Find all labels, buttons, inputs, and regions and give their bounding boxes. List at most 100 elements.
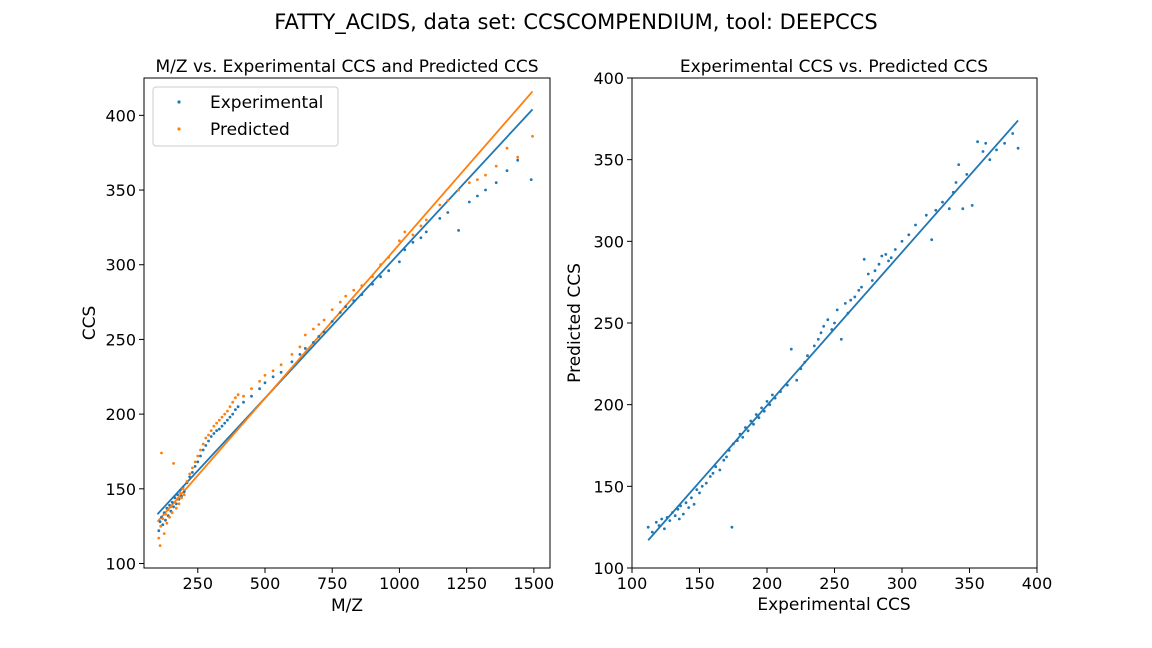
right-point-s0-73 bbox=[880, 254, 884, 258]
left-point-s0-19 bbox=[182, 490, 186, 494]
left-point-s1-56 bbox=[352, 288, 356, 292]
right-point-s0-50 bbox=[799, 367, 803, 371]
right-point-s0-14 bbox=[684, 501, 688, 505]
right-point-s0-82 bbox=[930, 238, 934, 242]
left-point-s1-25 bbox=[196, 454, 200, 458]
right-y-tick-label-3: 250 bbox=[593, 314, 624, 333]
left-point-s0-41 bbox=[250, 394, 253, 398]
right-point-s0-42 bbox=[765, 400, 769, 403]
right-x-tick-label-4: 300 bbox=[887, 574, 918, 593]
right-point-s0-59 bbox=[833, 321, 836, 325]
left-point-s1-32 bbox=[215, 421, 219, 425]
left-point-s0-5 bbox=[164, 518, 167, 522]
right-x-tick-label-1: 150 bbox=[684, 574, 715, 593]
left-point-s0-72 bbox=[505, 169, 509, 173]
right-point-s0-57 bbox=[826, 318, 830, 322]
left-point-s0-45 bbox=[279, 370, 283, 374]
right-point-s0-62 bbox=[843, 302, 847, 305]
left-x-tick-label-4: 1250 bbox=[446, 574, 487, 593]
left-point-s1-51 bbox=[317, 323, 321, 326]
left-point-s1-53 bbox=[330, 308, 334, 311]
left-point-s1-47 bbox=[290, 353, 294, 356]
right-point-s0-88 bbox=[957, 163, 961, 167]
right-point-s0-19 bbox=[698, 491, 701, 495]
left-point-s1-38 bbox=[231, 400, 235, 404]
right-point-s0-81 bbox=[924, 213, 928, 217]
left-point-s0-51 bbox=[322, 330, 326, 334]
right-point-s0-97 bbox=[1003, 141, 1006, 145]
right-point-s0-48 bbox=[789, 347, 793, 351]
figure-title: FATTY_ACIDS, data set: CCSCOMPENDIUM, to… bbox=[274, 10, 877, 35]
left-point-s0-47 bbox=[298, 353, 302, 356]
left-point-s0-0 bbox=[157, 529, 161, 533]
right-x-tick-label-6: 400 bbox=[1022, 574, 1053, 593]
right-point-s0-49 bbox=[795, 378, 799, 382]
right-point-s0-35 bbox=[746, 429, 750, 433]
left-y-tick-label-1: 150 bbox=[105, 480, 136, 499]
right-point-s0-58 bbox=[830, 328, 834, 331]
left-point-s0-63 bbox=[419, 236, 423, 240]
right-point-s0-16 bbox=[690, 496, 693, 500]
right-point-s0-26 bbox=[722, 458, 726, 462]
left-point-s0-65 bbox=[438, 217, 442, 220]
right-point-s0-53 bbox=[812, 344, 816, 348]
right-point-s0-98 bbox=[1011, 132, 1015, 135]
left-y-ticks: 100 150 200 250 300 350 400 bbox=[105, 106, 144, 574]
left-point-s1-67 bbox=[446, 199, 450, 202]
left-point-s1-14 bbox=[174, 506, 178, 510]
left-point-s1-11 bbox=[170, 511, 174, 515]
right-point-s0-12 bbox=[679, 504, 682, 508]
left-point-s1-54 bbox=[338, 300, 342, 304]
right-y-tick-label-1: 150 bbox=[593, 477, 624, 496]
left-point-s0-32 bbox=[217, 427, 221, 431]
right-point-s0-89 bbox=[961, 207, 965, 211]
left-point-s1-26 bbox=[199, 448, 202, 452]
right-point-s0-93 bbox=[981, 150, 985, 153]
left-y-tick-label-5: 350 bbox=[105, 181, 136, 200]
left-point-s0-37 bbox=[231, 412, 235, 416]
right-point-s0-67 bbox=[860, 285, 863, 289]
left-point-s1-73 bbox=[505, 146, 509, 150]
right-point-s0-90 bbox=[965, 173, 969, 176]
right-point-s0-46 bbox=[779, 390, 782, 393]
left-point-s1-21 bbox=[185, 480, 189, 483]
left-y-tick-label-4: 300 bbox=[105, 256, 136, 275]
left-point-s1-10 bbox=[169, 505, 173, 509]
left-point-s0-36 bbox=[228, 415, 232, 419]
right-point-s0-27 bbox=[725, 455, 728, 459]
left-x-ticks: 250 500 750 1000 1250 1500 bbox=[183, 568, 555, 593]
left-point-s0-48 bbox=[303, 347, 307, 350]
left-point-s1-9 bbox=[168, 515, 171, 519]
left-y-tick-label-0: 100 bbox=[105, 555, 136, 574]
right-point-s0-51 bbox=[803, 360, 807, 364]
right-point-s0-41 bbox=[762, 409, 766, 413]
right-point-s0-83 bbox=[934, 208, 938, 212]
left-x-tick-label-3: 1000 bbox=[379, 574, 420, 593]
left-point-s1-75 bbox=[531, 134, 534, 138]
left-point-s1-12 bbox=[172, 462, 176, 465]
left-point-s1-68 bbox=[457, 188, 460, 192]
right-point-s0-5 bbox=[663, 527, 666, 531]
left-point-s1-6 bbox=[164, 512, 167, 516]
left-chart-title: M/Z vs. Experimental CCS and Predicted C… bbox=[156, 57, 539, 77]
left-x-tick-label-5: 1500 bbox=[514, 574, 555, 593]
left-point-s1-34 bbox=[220, 415, 224, 419]
right-point-s0-70 bbox=[870, 279, 874, 282]
left-point-s1-48 bbox=[298, 345, 302, 349]
right-chart-title: Experimental CCS vs. Predicted CCS bbox=[680, 57, 988, 77]
left-point-s0-49 bbox=[312, 341, 315, 344]
right-point-s0-39 bbox=[757, 416, 761, 420]
left-point-s1-46 bbox=[279, 363, 283, 367]
left-point-s0-40 bbox=[242, 400, 245, 404]
left-point-s0-58 bbox=[379, 275, 382, 279]
right-point-s0-1 bbox=[650, 530, 654, 534]
right-y-tick-label-6: 400 bbox=[593, 69, 624, 88]
left-point-s1-37 bbox=[228, 405, 232, 409]
right-point-s0-99 bbox=[1016, 146, 1020, 150]
left-point-s0-11 bbox=[172, 505, 176, 509]
right-point-s0-55 bbox=[819, 331, 823, 335]
left-point-s0-55 bbox=[352, 299, 356, 302]
right-point-s0-77 bbox=[893, 248, 897, 251]
left-point-s1-74 bbox=[516, 155, 520, 159]
left-point-s1-4 bbox=[161, 517, 165, 521]
